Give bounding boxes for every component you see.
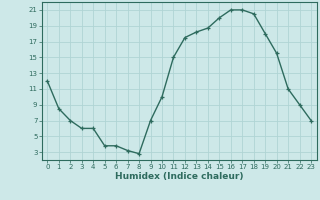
X-axis label: Humidex (Indice chaleur): Humidex (Indice chaleur)	[115, 172, 244, 181]
